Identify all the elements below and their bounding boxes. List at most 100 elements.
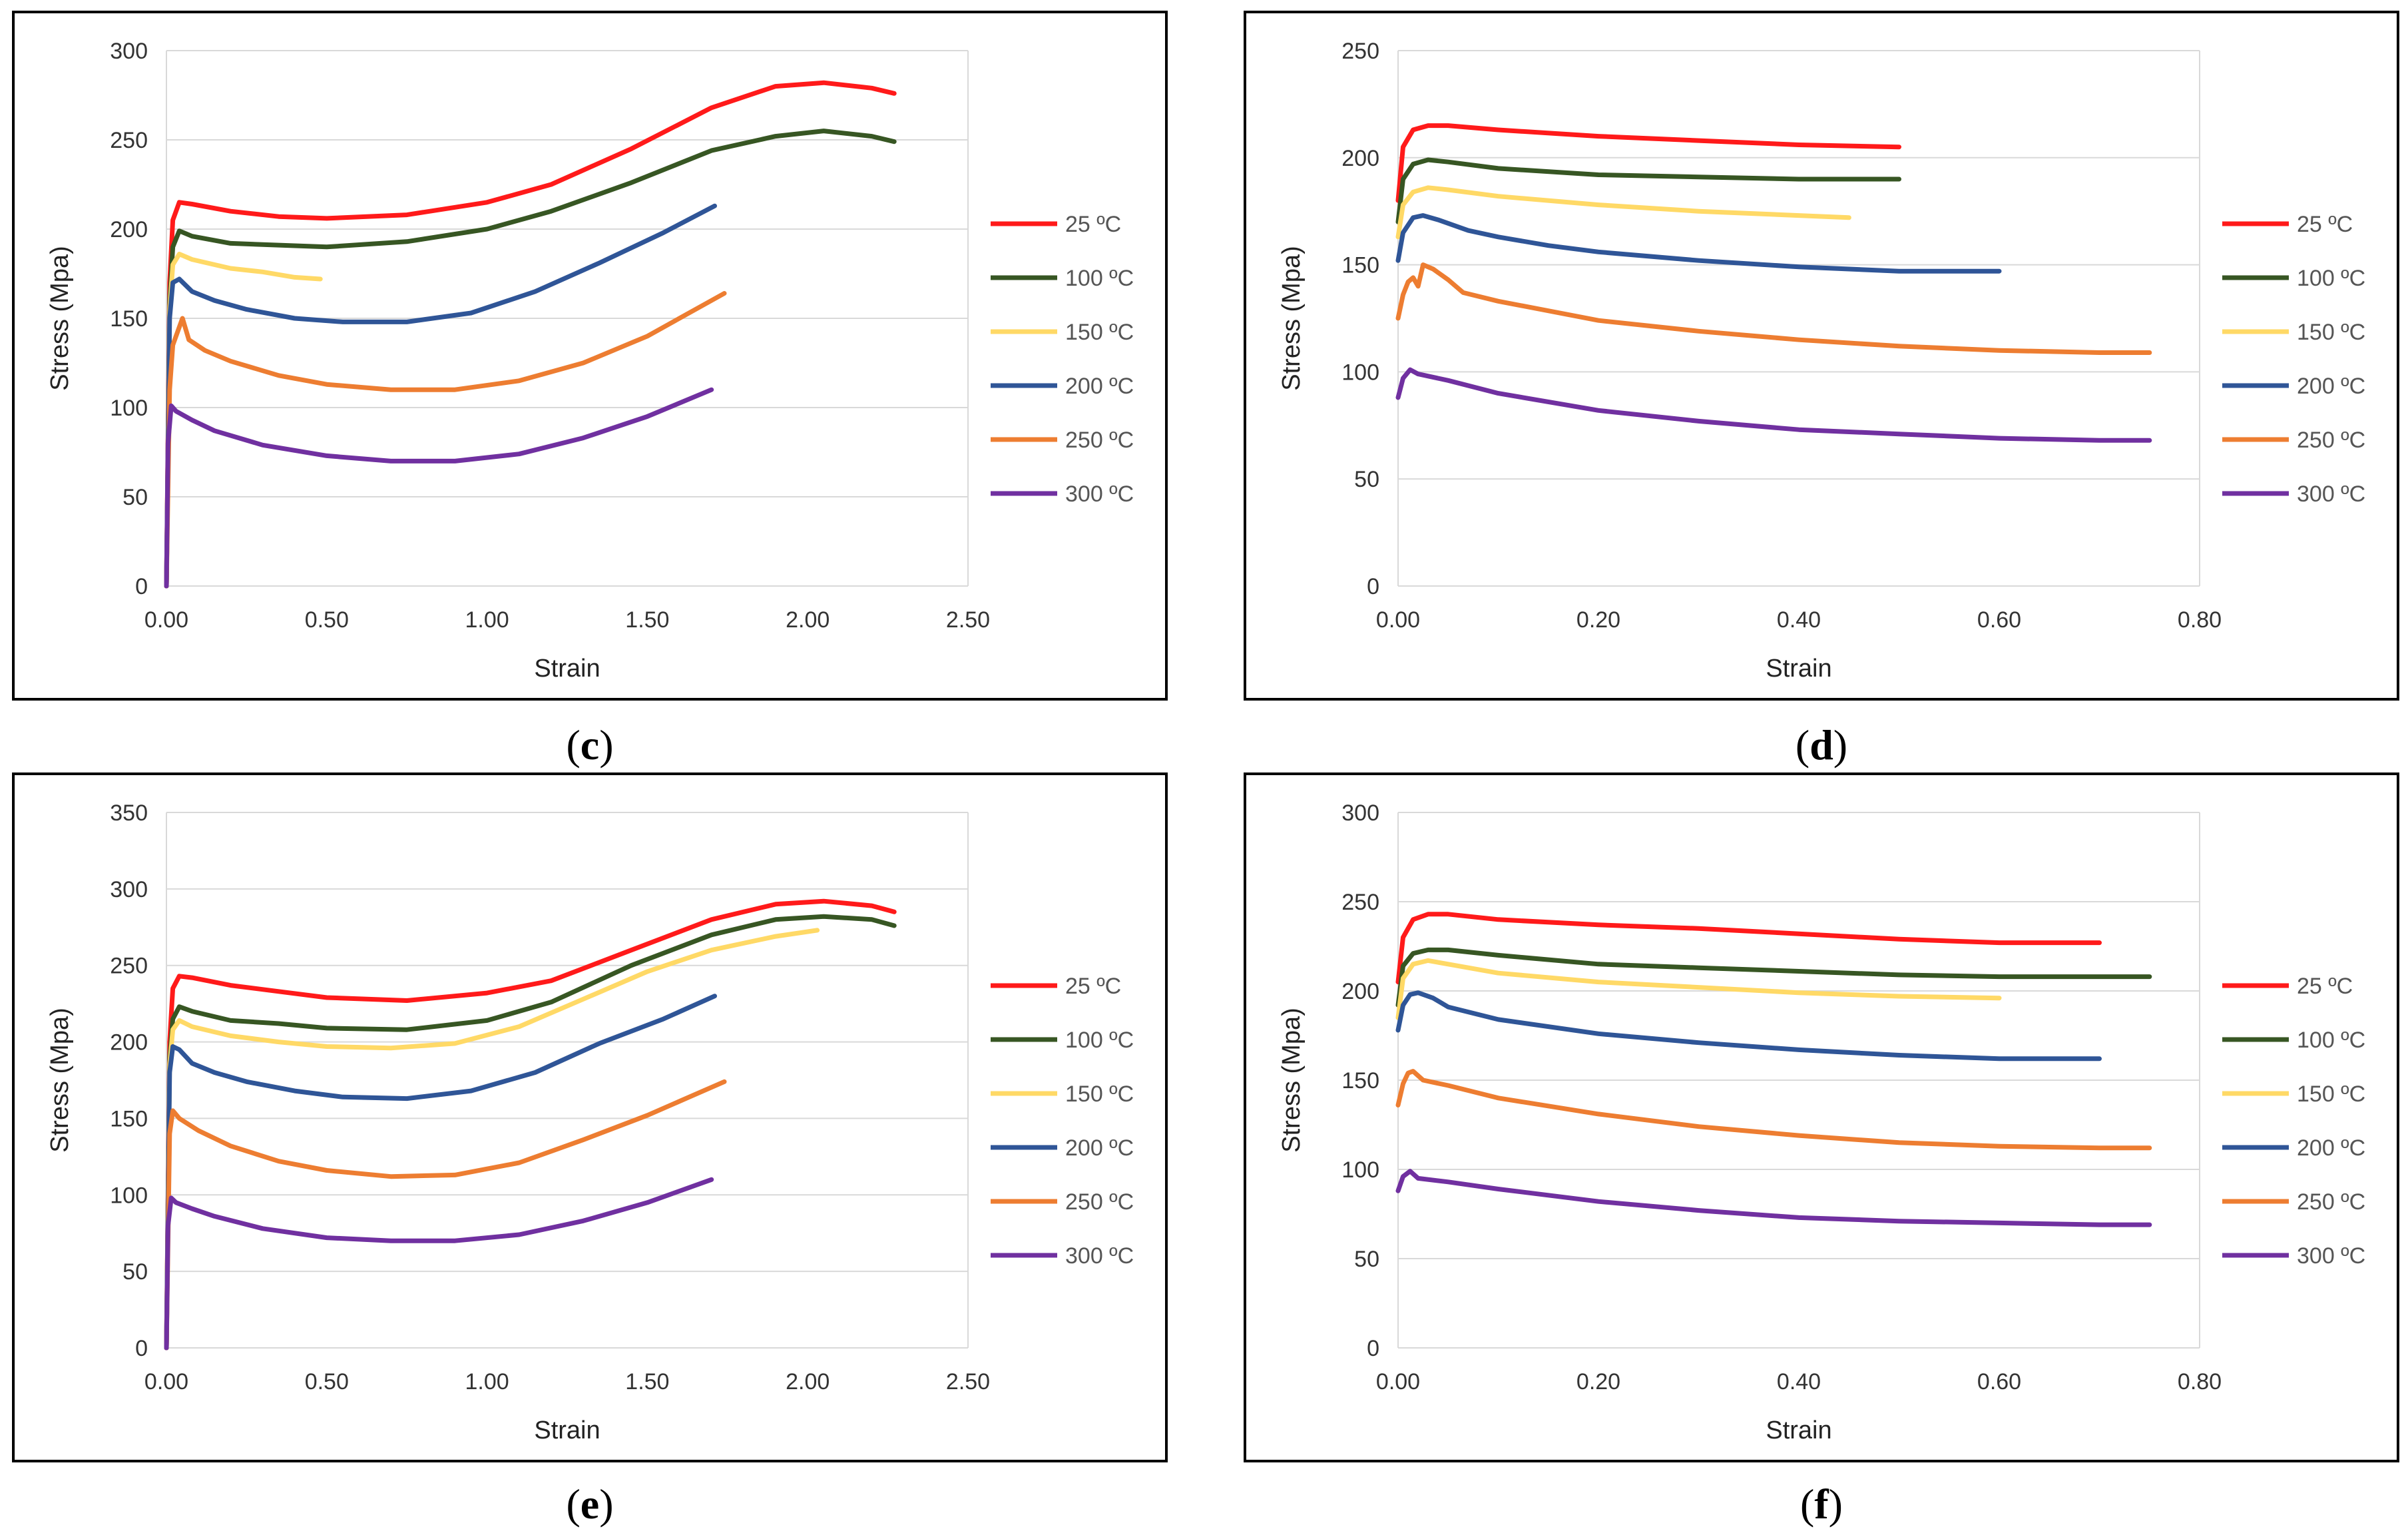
series-line-1 [1395,123,1901,203]
y-tick-label: 250 [110,954,148,979]
y-tick-label: 100 [110,1183,148,1208]
series-line-2 [1395,157,1901,224]
series-line-5 [164,1079,727,1351]
x-tick-label: 1.00 [465,607,509,633]
x-tick-label: 0.60 [1977,1369,2021,1394]
legend-label: 250 ºC [1065,428,1134,453]
x-tick-label: 0.20 [1576,1369,1620,1394]
chart-panel-e: 0 50 100 150 200 250 300 350 0.00 0.50 1.00 1.50 2.0… [12,772,1168,1462]
y-tick-label: 150 [110,306,148,332]
legend-label: 150 ºC [1065,1081,1134,1107]
legend-label: 300 ºC [2297,481,2365,507]
legend-label: 25 ºC [1065,974,1121,999]
series-line-3 [1395,958,2002,1020]
x-tick-label: 0.20 [1576,607,1620,633]
series-line-2 [164,129,897,589]
y-axis-label: Stress (Mpa) [1278,1008,1306,1152]
x-tick-label: 0.00 [144,1369,188,1394]
y-tick-label: 200 [110,217,148,242]
y-tick-label: 50 [122,1259,148,1285]
y-tick-label: 200 [1341,979,1379,1004]
y-tick-label: 150 [1341,1068,1379,1093]
y-tick-label: 250 [110,128,148,153]
legend-label: 250 ºC [2297,428,2365,453]
x-tick-label: 0.60 [1977,607,2021,633]
y-tick-label: 250 [1341,39,1379,64]
y-tick-label: 150 [110,1106,148,1131]
y-tick-label: 0 [1367,574,1379,599]
x-tick-label: 0.50 [305,607,349,633]
caption-f: (f) [1800,1480,1843,1528]
y-tick-label: 100 [1341,1157,1379,1183]
x-tick-label: 0.80 [2178,1369,2222,1394]
series-line-6 [164,1177,714,1351]
x-tick-label: 1.00 [465,1369,509,1394]
y-tick-label: 50 [1354,467,1379,492]
y-tick-label: 50 [1354,1247,1379,1272]
y-tick-label: 100 [110,396,148,421]
y-tick-label: 350 [110,800,148,826]
series-line-3 [164,928,820,1351]
chart-c: 0 50 100 150 200 250 300 0.00 0.50 1.00 1.50 2.00 2.… [46,39,1134,683]
x-tick-label: 0.80 [2178,607,2222,633]
x-axis-label: Strain [1766,1416,1831,1444]
legend-label: 300 ºC [1065,1243,1134,1269]
y-axis-label: Stress (Mpa) [46,246,74,390]
legend-label: 250 ºC [2297,1189,2365,1215]
y-tick-label: 200 [110,1030,148,1056]
x-axis-label: Strain [1766,655,1831,683]
legend-label: 250 ºC [1065,1189,1134,1215]
legend-label: 150 ºC [2297,320,2365,345]
legend-label: 150 ºC [1065,320,1134,345]
legend-label: 300 ºC [1065,481,1134,507]
y-tick-label: 0 [135,1336,148,1361]
x-tick-label: 0.00 [1376,607,1420,633]
legend-label: 100 ºC [2297,1028,2365,1053]
legend-label: 25 ºC [2297,212,2353,237]
caption-d: (d) [1795,721,1848,768]
x-tick-label: 2.00 [786,1369,830,1394]
chart-d: 0 50 100 150 200 250 0.00 0.20 0.40 0.60 0.80 Strai… [1278,39,2365,683]
series-line-5 [1395,262,2152,355]
y-tick-label: 0 [1367,1336,1379,1361]
chart-panel-d: 0 50 100 150 200 250 0.00 0.20 0.40 0.60 0.80 Strai… [1244,11,2399,701]
y-tick-label: 300 [1341,800,1379,826]
caption-c: (c) [566,721,614,768]
chart-e: 0 50 100 150 200 250 300 350 0.00 0.50 1.00 1.50 2.0… [46,800,1134,1444]
legend-label: 300 ºC [2297,1243,2365,1269]
legend-label: 150 ºC [2297,1081,2365,1107]
y-axis-label: Stress (Mpa) [1278,246,1306,390]
y-tick-label: 300 [110,39,148,64]
y-tick-label: 250 [1341,890,1379,915]
series-line-6 [1395,1169,2152,1227]
series-line-4 [1395,213,2002,274]
series-line-1 [164,898,897,1351]
y-tick-label: 0 [135,574,148,599]
x-tick-label: 2.50 [946,1369,990,1394]
legend-label: 200 ºC [2297,1135,2365,1161]
series-line-1 [1395,912,2102,985]
x-tick-label: 2.50 [946,607,990,633]
series-line-4 [164,994,717,1351]
series-line-1 [164,80,897,589]
x-tick-label: 0.00 [144,607,188,633]
x-tick-label: 0.40 [1777,1369,1821,1394]
legend-label: 200 ºC [1065,1135,1134,1161]
x-tick-label: 1.50 [625,607,669,633]
series-line-4 [1395,990,2102,1062]
chart-f: 0 50 100 150 200 250 300 0.00 0.20 0.40 0.60 0.80 St… [1278,800,2365,1444]
series-line-6 [1395,367,2152,443]
y-tick-label: 300 [110,877,148,902]
legend-label: 100 ºC [2297,266,2365,291]
series-line-2 [164,914,897,1351]
caption-e: (e) [566,1480,614,1528]
x-tick-label: 2.00 [786,607,830,633]
legend-label: 25 ºC [1065,212,1121,237]
chart-panel-f: 0 50 100 150 200 250 300 0.00 0.20 0.40 0.60 0.80 St… [1244,772,2399,1462]
legend-label: 100 ºC [1065,1028,1134,1053]
series-line-5 [1395,1069,2152,1151]
x-tick-label: 1.50 [625,1369,669,1394]
x-tick-label: 0.00 [1376,1369,1420,1394]
y-tick-label: 50 [122,485,148,510]
x-tick-label: 0.50 [305,1369,349,1394]
